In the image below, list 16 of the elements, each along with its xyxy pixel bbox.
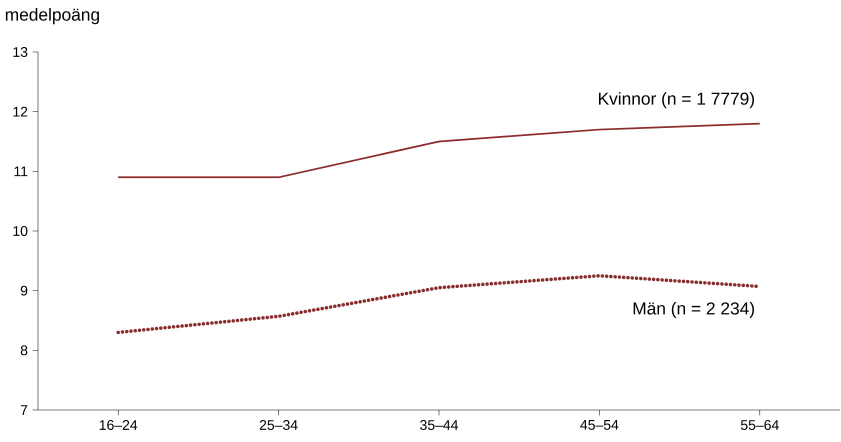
x-tick-label: 35–44 — [420, 420, 458, 430]
y-tick-label: 9 — [20, 286, 28, 296]
y-tick-label: 8 — [20, 345, 28, 356]
y-tick-label: 11 — [14, 166, 28, 176]
series-label: Män (n = 2 234) — [634, 302, 754, 318]
y-tick-label: 12 — [13, 106, 28, 117]
y-tick-label: 7 — [20, 405, 28, 415]
x-tick-label: 55–64 — [740, 420, 779, 430]
y-tick-label: 13 — [13, 47, 28, 57]
line-series — [117, 122, 761, 178]
x-tick-label: 25–34 — [260, 420, 298, 430]
x-tick-label: 16–24 — [100, 420, 138, 430]
x-tick-label: 45–54 — [580, 420, 618, 430]
y-tick-label: 10 — [13, 226, 28, 236]
series-label: Kvinnor (n = 1 7779) — [598, 92, 754, 108]
y-axis-title: medelpoäng — [6, 8, 99, 24]
